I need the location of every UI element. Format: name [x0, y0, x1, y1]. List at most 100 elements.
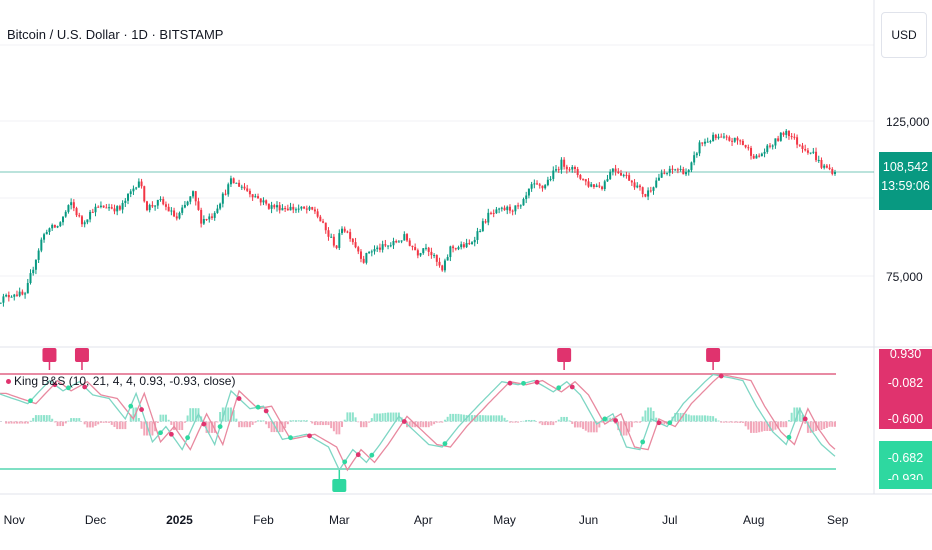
candle-body	[506, 206, 509, 211]
histogram-bar	[110, 421, 113, 425]
candle-body	[660, 172, 663, 178]
candle-body	[0, 302, 2, 304]
histogram-bar	[568, 420, 571, 422]
histogram-bar	[685, 413, 688, 422]
candle-body	[202, 219, 205, 224]
histogram-bar	[571, 421, 574, 424]
candle-body	[514, 205, 517, 212]
candle-body	[286, 208, 289, 211]
time-axis-label: Apr	[413, 513, 433, 527]
histogram-bar	[311, 421, 314, 424]
candle-body	[503, 207, 506, 211]
cross-signal	[307, 433, 312, 439]
candle-body	[606, 179, 609, 182]
cross-signal	[185, 435, 191, 441]
histogram-bar	[322, 421, 325, 426]
histogram-bar	[801, 414, 804, 422]
histogram-bar	[121, 421, 124, 430]
histogram-bar	[633, 421, 636, 423]
bar-countdown: 13:59:06	[881, 179, 930, 193]
histogram-bar	[305, 420, 308, 422]
histogram-bar	[303, 420, 306, 422]
histogram-bar	[779, 421, 782, 428]
histogram-bar	[728, 421, 731, 423]
candle-body	[641, 187, 644, 195]
histogram-bar	[15, 421, 18, 424]
histogram-bar	[712, 416, 715, 422]
sell-signal	[557, 348, 572, 362]
candle-body	[316, 211, 319, 217]
histogram-bar	[156, 421, 159, 423]
candle-body	[676, 169, 679, 171]
histogram-bar	[546, 421, 549, 426]
histogram-bar	[18, 421, 21, 424]
cross-signal	[640, 439, 646, 445]
candle-body	[397, 241, 400, 243]
indicator-histogram	[5, 407, 836, 436]
histogram-bar	[541, 421, 544, 426]
histogram-bar	[722, 421, 725, 423]
candle-body	[568, 169, 571, 171]
histogram-bar	[419, 421, 422, 428]
candle-body	[750, 147, 753, 156]
cross-signal	[507, 380, 513, 386]
histogram-bar	[560, 416, 563, 422]
histogram-bar	[411, 421, 414, 428]
candle-body	[495, 209, 498, 214]
histogram-bar	[825, 421, 828, 428]
candle-body	[622, 174, 625, 176]
cross-signal	[442, 441, 448, 447]
candle-body	[433, 255, 436, 257]
histogram-bar	[229, 407, 232, 422]
histogram-bar	[37, 415, 40, 422]
cross-signal	[521, 380, 526, 386]
candle-body	[771, 145, 774, 147]
candle-body	[536, 183, 539, 185]
candle-body	[362, 258, 365, 263]
histogram-bar	[422, 421, 425, 428]
histogram-bar	[527, 419, 530, 422]
candle-body	[48, 228, 51, 233]
histogram-bar	[573, 421, 576, 428]
histogram-bar	[284, 421, 287, 429]
indicator-upper-tag: -0.082 -0.600	[879, 369, 932, 429]
histogram-bar	[457, 413, 460, 422]
candle-body	[51, 224, 54, 229]
histogram-bar	[21, 421, 24, 424]
histogram-bar	[698, 415, 701, 422]
histogram-bar	[108, 421, 111, 423]
candle-body	[430, 251, 433, 256]
candle-body	[834, 172, 836, 174]
candle-body	[828, 167, 831, 170]
histogram-bar	[736, 421, 739, 423]
histogram-bar	[270, 421, 273, 433]
histogram-bar	[32, 417, 35, 422]
histogram-bar	[192, 408, 195, 422]
candle-body	[625, 174, 628, 176]
buy-signal	[332, 479, 347, 492]
histogram-bar	[381, 413, 384, 422]
candle-body	[137, 181, 140, 188]
candle-body	[232, 178, 235, 184]
indicator-legend[interactable]: King B&S (10, 21, 4, 4, 0.93, -0.93, clo…	[6, 374, 235, 388]
histogram-bar	[59, 421, 62, 427]
candle-body	[796, 137, 799, 145]
histogram-bar	[636, 421, 639, 423]
candle-body	[140, 181, 143, 187]
candle-body	[517, 205, 520, 207]
candle-body	[595, 185, 598, 188]
histogram-bar	[94, 421, 97, 426]
cross-signal	[667, 420, 673, 426]
histogram-bar	[181, 421, 184, 431]
histogram-bar	[644, 410, 647, 422]
currency-button[interactable]: USD	[881, 12, 927, 58]
histogram-bar	[555, 421, 557, 423]
candle-body	[349, 232, 352, 239]
candle-body	[755, 155, 758, 159]
candle-body	[695, 153, 698, 156]
time-axis-label: Feb	[253, 513, 274, 527]
candle-body	[102, 205, 105, 208]
candle-body	[500, 207, 503, 209]
histogram-bar	[768, 421, 771, 431]
